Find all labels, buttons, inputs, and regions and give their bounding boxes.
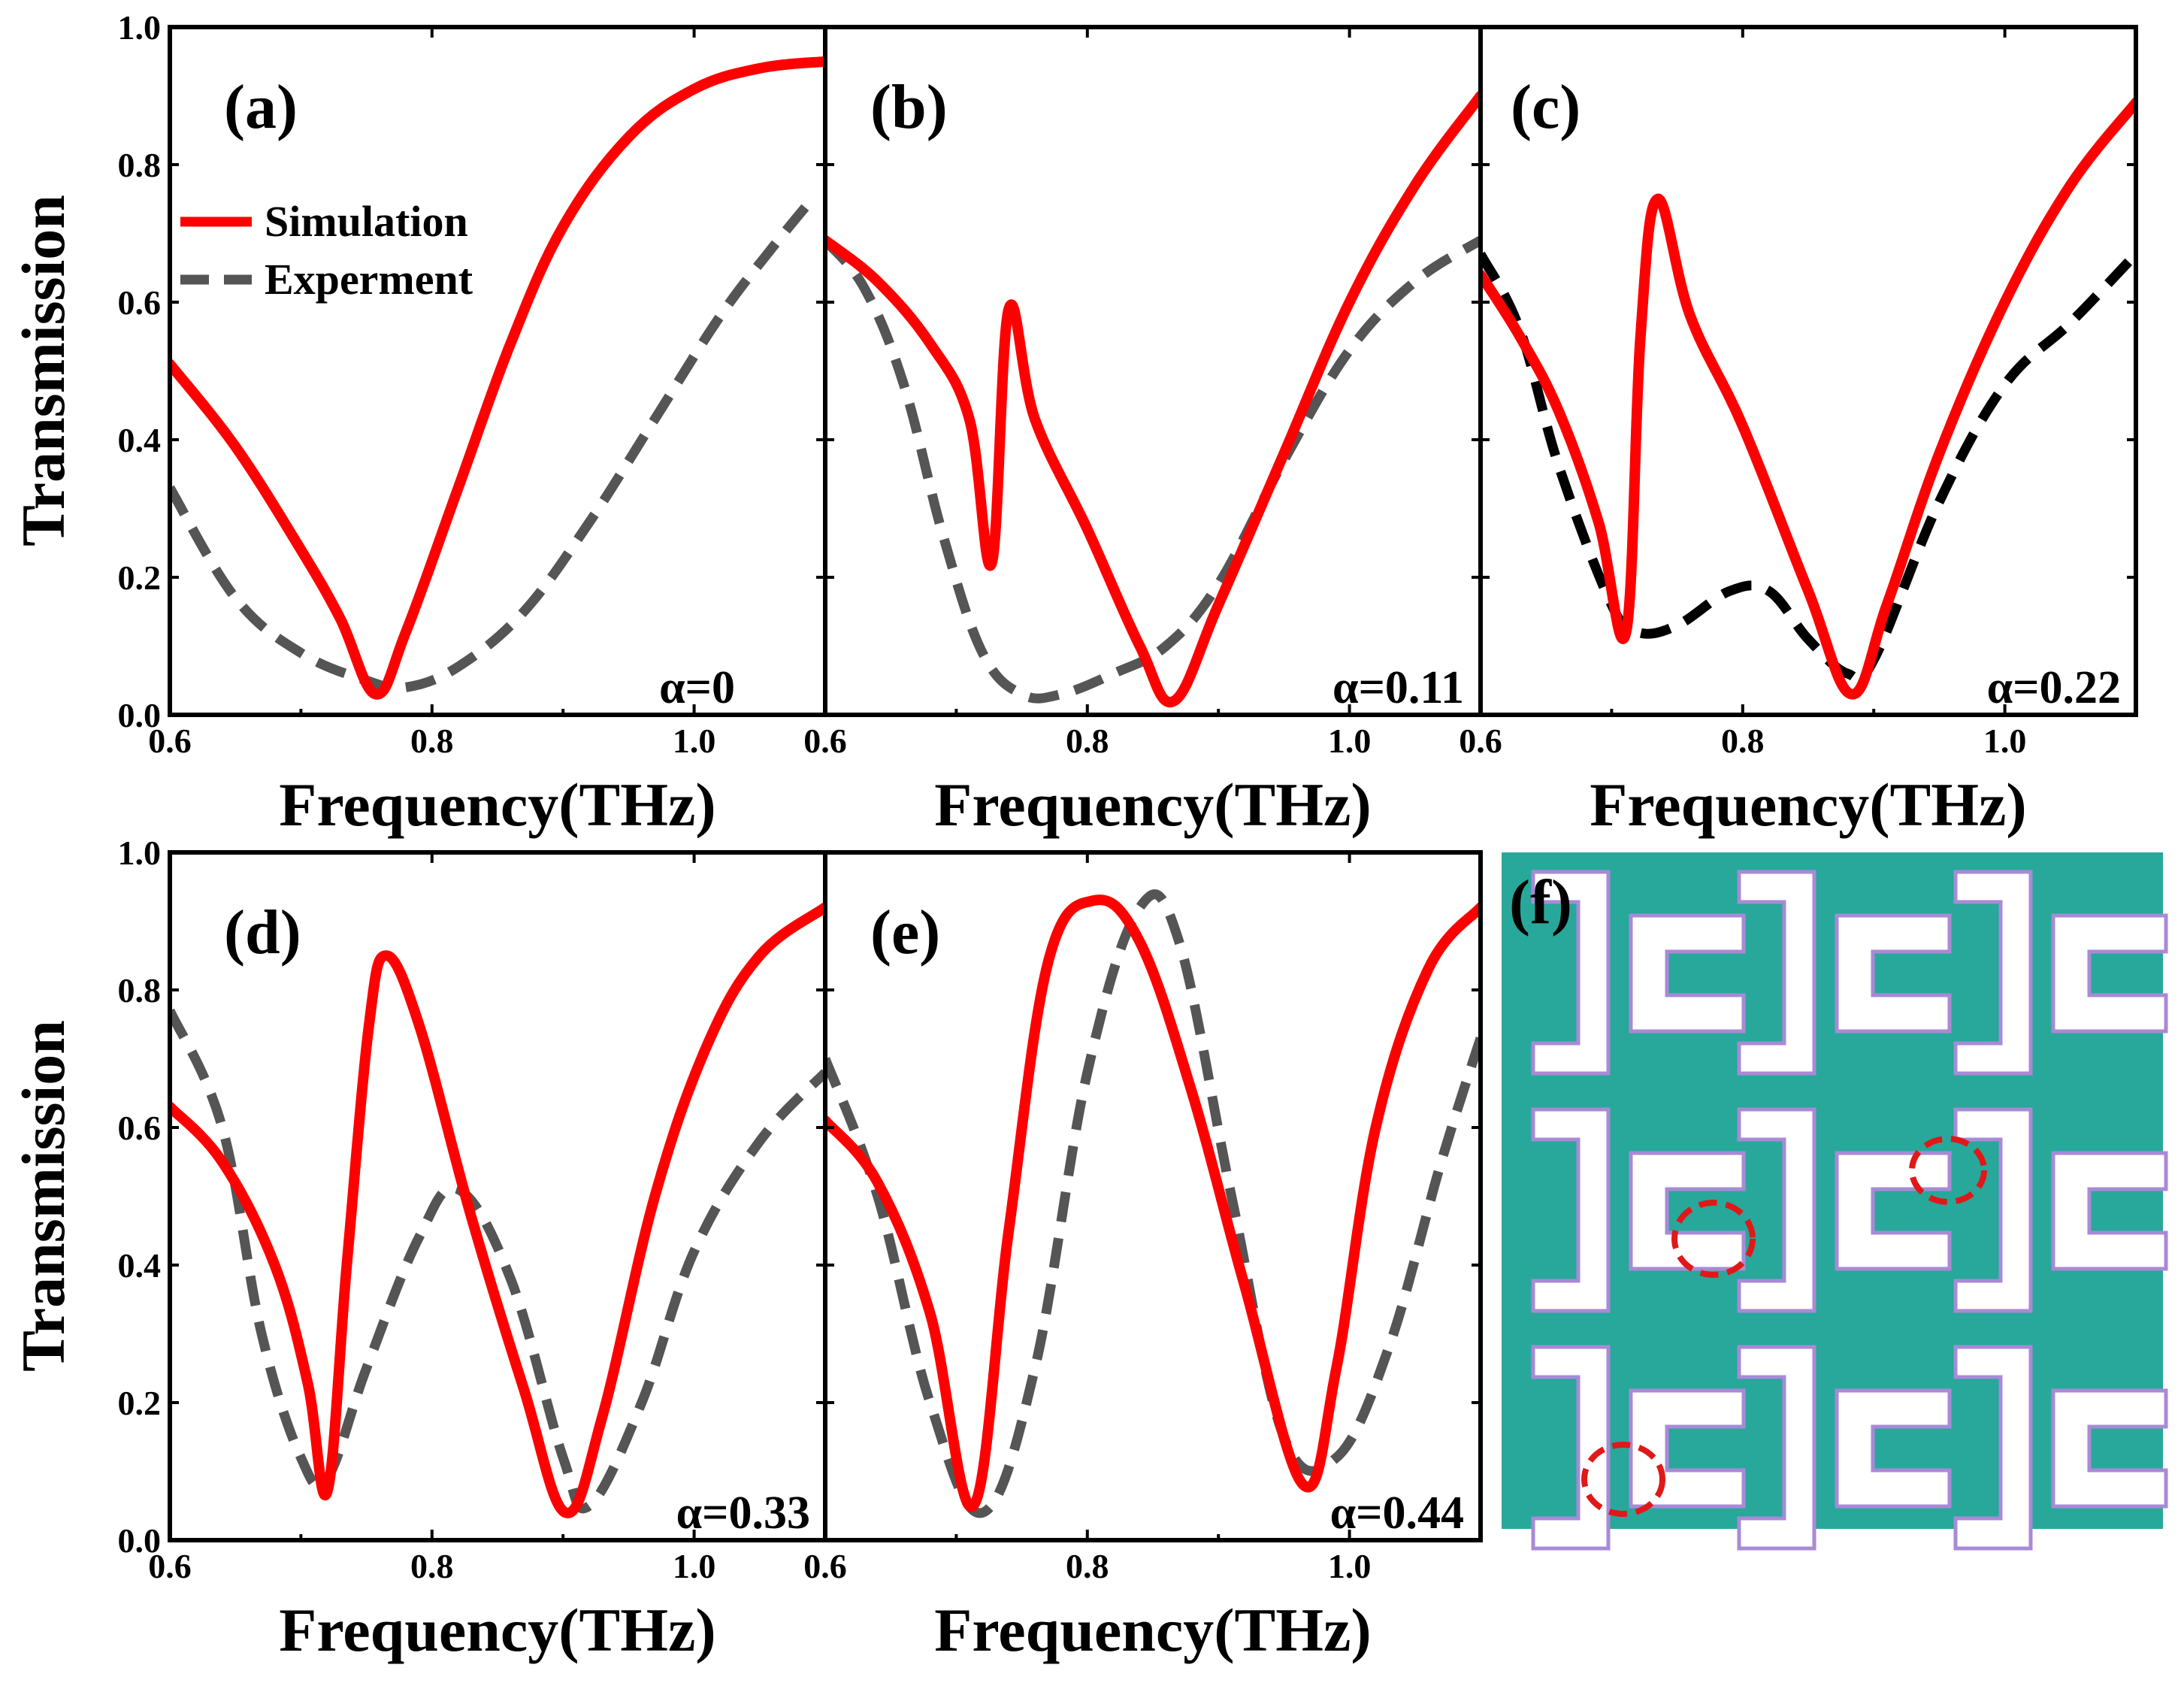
panel-a: 0.6 0.8 1.0 0.0 0.2 0.4 0.6 0.8 1.0 bbox=[118, 8, 827, 760]
alpha-label-a: α=0 bbox=[659, 662, 735, 713]
series-group bbox=[825, 889, 1481, 1518]
x-tick-label: 1.0 bbox=[673, 722, 716, 760]
legend: Simulation Experment bbox=[180, 197, 473, 304]
resonator-arm bbox=[1737, 870, 1816, 1076]
legend-experiment-label: Experment bbox=[265, 255, 473, 304]
x-axis-title-b: Frequency(THz) bbox=[934, 770, 1372, 839]
resonator-arm bbox=[1835, 913, 1952, 1034]
defect-marker bbox=[1909, 1136, 1987, 1205]
y-axis-title-top: Transmission bbox=[9, 195, 77, 546]
resonator-arm bbox=[1629, 913, 1746, 1034]
experiment-series-line bbox=[825, 889, 1481, 1518]
defect-marker bbox=[1581, 1442, 1665, 1517]
x-tick-label: 0.6 bbox=[803, 1547, 847, 1585]
x-tick-label: 1.0 bbox=[1328, 1547, 1372, 1585]
experiment-series-line bbox=[825, 236, 1481, 704]
simulation-series-line bbox=[825, 894, 1481, 1512]
y-tick-label: 0.0 bbox=[118, 696, 162, 734]
x-tick-label: 0.6 bbox=[1459, 722, 1502, 760]
resonator-arm bbox=[1835, 1388, 1952, 1509]
y-tick-label: 0.4 bbox=[118, 1246, 162, 1285]
panel-label-b: (b) bbox=[870, 72, 948, 142]
y-tick-label: 0.6 bbox=[118, 283, 162, 322]
x-tick-label: 0.8 bbox=[410, 1547, 454, 1585]
y-tick-label: 0.2 bbox=[118, 1384, 162, 1422]
panel-label-c: (c) bbox=[1511, 72, 1581, 142]
resonator-arm bbox=[1629, 1388, 1746, 1509]
x-axis-title-a: Frequency(THz) bbox=[279, 770, 716, 839]
x-axis-title-c: Frequency(THz) bbox=[1590, 770, 2027, 839]
x-tick-label: 0.6 bbox=[148, 722, 192, 760]
x-tick-label: 0.6 bbox=[803, 722, 847, 760]
panel-label-f: (f) bbox=[1509, 867, 1572, 937]
resonator-arm bbox=[1531, 1107, 1611, 1313]
resonator-unit bbox=[1737, 1107, 1952, 1313]
resonator-unit bbox=[1953, 870, 2168, 1076]
resonator-arm bbox=[1953, 1107, 2033, 1313]
defect-marker bbox=[1671, 1200, 1756, 1278]
y-tick-label: 0.4 bbox=[118, 421, 162, 459]
alpha-label-e: α=0.44 bbox=[1330, 1488, 1464, 1539]
x-tick-label: 1.0 bbox=[1328, 722, 1372, 760]
experiment-series-line bbox=[1481, 250, 2136, 685]
resonator-unit bbox=[1953, 1107, 2168, 1313]
resonator-arm bbox=[1953, 1345, 2033, 1551]
panel-d: 0.6 0.8 1.0 0.0 0.2 0.4 0.6 0.8 1.0 bbox=[118, 834, 827, 1585]
y-axis-title-bottom: Transmission bbox=[9, 1020, 77, 1372]
alpha-label-c: α=0.22 bbox=[1987, 662, 2121, 713]
resonator-unit bbox=[1531, 870, 1746, 1076]
alpha-label-d: α=0.33 bbox=[676, 1488, 810, 1539]
y-tick-label: 0.6 bbox=[118, 1109, 162, 1147]
defect-markers bbox=[1581, 1136, 1987, 1517]
resonator-unit bbox=[1531, 1107, 1746, 1313]
x-axis-title-d: Frequency(THz) bbox=[279, 1596, 716, 1664]
plot-frame bbox=[823, 850, 1483, 1542]
series-group bbox=[825, 90, 1481, 708]
experiment-series-line bbox=[170, 195, 816, 694]
series-group bbox=[170, 56, 825, 700]
resonator-unit bbox=[1953, 1345, 2168, 1551]
y-tick-label: 1.0 bbox=[118, 8, 162, 47]
resonator-arm bbox=[1531, 870, 1611, 1076]
plot-frame bbox=[1478, 25, 2138, 717]
series-group bbox=[170, 902, 825, 1518]
x-tick-label: 0.8 bbox=[410, 722, 454, 760]
x-tick-label: 1.0 bbox=[673, 1547, 716, 1585]
resonator-arm bbox=[1835, 1151, 1952, 1271]
x-axis-title-e: Frequency(THz) bbox=[934, 1596, 1372, 1664]
panel-c: 0.6 0.8 1.0 bbox=[1459, 25, 2138, 760]
y-tick-label: 0.8 bbox=[118, 971, 162, 1009]
x-tick-label: 0.8 bbox=[1066, 1547, 1109, 1585]
x-tick-label: 0.8 bbox=[1721, 722, 1765, 760]
resonator-arm bbox=[2051, 1388, 2168, 1509]
alpha-label-b: α=0.11 bbox=[1332, 662, 1464, 713]
simulation-series-line bbox=[170, 902, 825, 1518]
y-tick-label: 1.0 bbox=[118, 834, 162, 872]
resonator-unit bbox=[1737, 1345, 1952, 1551]
x-tick-label: 1.0 bbox=[1983, 722, 2027, 760]
resonator-arm bbox=[2051, 1151, 2168, 1271]
x-tick-label: 0.6 bbox=[148, 1547, 192, 1585]
x-tick-label: 0.8 bbox=[1066, 722, 1109, 760]
panel-e: 0.6 0.8 1.0 bbox=[803, 850, 1483, 1585]
resonator-arm bbox=[1953, 870, 2033, 1076]
simulation-series-line bbox=[825, 90, 1481, 708]
legend-simulation-label: Simulation bbox=[265, 197, 468, 246]
panel-label-a: (a) bbox=[224, 72, 298, 142]
panel-label-d: (d) bbox=[224, 897, 301, 967]
y-tick-label: 0.2 bbox=[118, 558, 162, 597]
simulation-series-line bbox=[170, 56, 825, 700]
y-tick-label: 0.8 bbox=[118, 146, 162, 184]
resonator-arm bbox=[1737, 1345, 1816, 1551]
panel-f-micrograph: (f) bbox=[1502, 852, 2168, 1551]
panel-label-e: (e) bbox=[870, 897, 940, 967]
simulation-series-line bbox=[1481, 97, 2136, 700]
series-group bbox=[1481, 97, 2136, 700]
resonator-arm bbox=[1737, 1107, 1816, 1313]
resonator-arm bbox=[1629, 1151, 1746, 1271]
y-tick-label: 0.0 bbox=[118, 1521, 162, 1560]
resonator-arm bbox=[2051, 913, 2168, 1034]
resonator-unit bbox=[1737, 870, 1952, 1076]
